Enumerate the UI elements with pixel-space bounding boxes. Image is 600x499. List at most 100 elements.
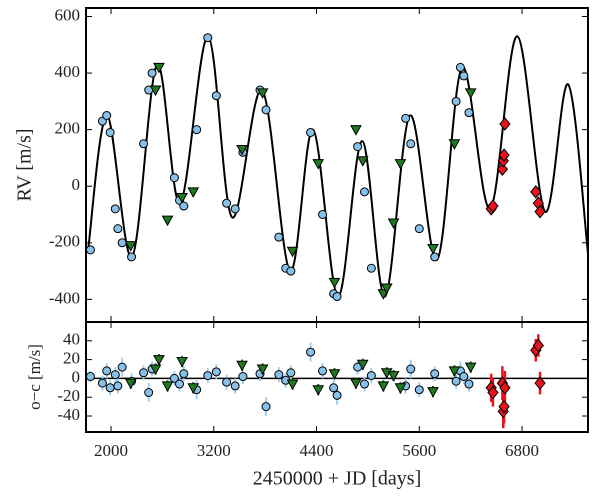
point [256, 88, 269, 99]
point [86, 372, 95, 382]
point [427, 243, 439, 255]
point [286, 368, 296, 378]
point [328, 369, 341, 380]
point [414, 385, 424, 395]
point [318, 210, 328, 220]
x-tick-label: 4400 [300, 441, 334, 460]
y-tick-label: 600 [55, 5, 81, 24]
point [306, 347, 316, 357]
point [366, 371, 376, 381]
point [459, 372, 469, 382]
point [222, 198, 232, 208]
plot-area [86, 334, 588, 429]
point [534, 376, 546, 390]
point [211, 367, 221, 377]
point [286, 246, 299, 258]
point [318, 366, 328, 376]
point [203, 33, 213, 43]
point [124, 378, 137, 390]
point [496, 162, 509, 177]
point [498, 399, 510, 414]
point [192, 125, 202, 135]
point [203, 371, 213, 381]
x-tick-label: 2000 [94, 441, 128, 460]
point [387, 218, 400, 230]
point [406, 364, 416, 374]
point [448, 139, 461, 150]
point [366, 263, 376, 273]
point [328, 277, 341, 289]
point [406, 139, 416, 149]
y-tick-label: 0 [72, 175, 81, 194]
point [261, 105, 271, 115]
point [312, 159, 325, 170]
frame [85, 7, 589, 323]
point [105, 383, 115, 393]
point [455, 62, 465, 72]
point [359, 187, 369, 197]
point [102, 110, 112, 120]
point [113, 381, 123, 391]
point [359, 379, 369, 389]
point [230, 381, 240, 391]
point [401, 113, 411, 123]
point [356, 359, 369, 371]
point [113, 224, 123, 234]
point [427, 387, 439, 398]
point [261, 402, 271, 412]
point [117, 238, 127, 248]
point [464, 379, 474, 389]
point [102, 366, 112, 376]
point [236, 360, 248, 372]
plot-area [86, 33, 588, 302]
point [236, 144, 248, 156]
point [149, 364, 162, 376]
point [487, 199, 499, 213]
point [448, 366, 461, 377]
point [356, 156, 369, 167]
point [414, 224, 424, 234]
point [175, 379, 185, 389]
point [487, 385, 499, 400]
point [430, 369, 440, 379]
point [147, 68, 157, 78]
x-axis-label: 2450000 + JD [days] [253, 468, 422, 490]
point [353, 142, 363, 152]
point [124, 241, 137, 252]
point [211, 91, 221, 101]
point [394, 159, 407, 170]
model-curve [86, 35, 588, 298]
point [430, 252, 440, 262]
point [230, 204, 240, 214]
point [274, 370, 284, 380]
x-tick-label: 3200 [197, 441, 231, 460]
point [377, 381, 390, 392]
point [332, 390, 342, 400]
y-axis-label: o−c [m/s] [25, 344, 44, 410]
point [97, 378, 107, 388]
point [169, 173, 179, 183]
y-tick-label: -40 [57, 405, 80, 424]
point [86, 245, 95, 255]
point [274, 232, 284, 242]
point [499, 381, 511, 395]
point [176, 193, 188, 204]
point [329, 383, 339, 393]
point [332, 292, 342, 302]
x-tick-label: 5600 [402, 441, 436, 460]
point [176, 356, 188, 368]
point [110, 204, 120, 214]
point [532, 338, 544, 353]
point [149, 85, 162, 97]
point [127, 252, 137, 262]
point [105, 127, 115, 137]
point [464, 362, 477, 374]
point [312, 385, 325, 396]
point [464, 88, 477, 99]
point [161, 215, 174, 227]
point [169, 373, 179, 383]
point [179, 201, 189, 211]
point [451, 96, 461, 106]
point [238, 372, 248, 382]
